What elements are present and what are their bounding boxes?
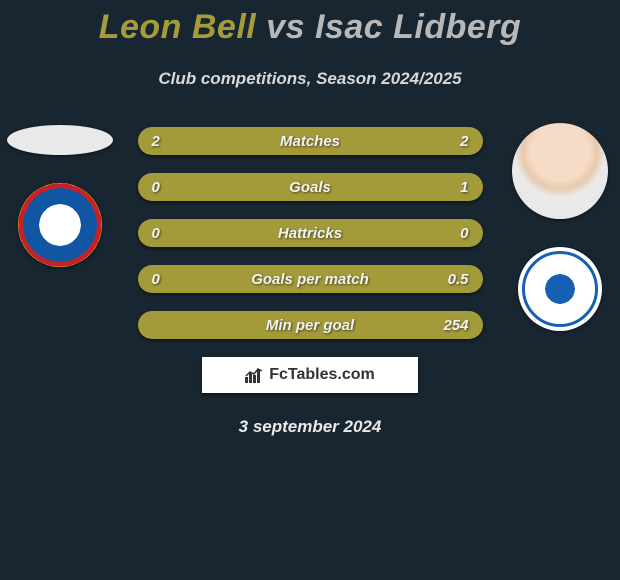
stat-right-value: 0: [460, 225, 468, 242]
stat-left-value: 0: [152, 179, 160, 196]
stat-metric: Goals: [138, 179, 483, 196]
player1-club-badge: [18, 183, 102, 267]
stat-left-value: 0: [152, 271, 160, 288]
stat-row: 0 Goals 1: [138, 173, 483, 201]
chart-icon: [245, 367, 263, 383]
site-label: FcTables.com: [269, 366, 375, 384]
stat-left-value: 2: [152, 133, 160, 150]
stat-metric: Goals per match: [138, 271, 483, 288]
comparison-title: Leon Bell vs Isac Lidberg: [0, 0, 620, 47]
stat-metric: Matches: [138, 133, 483, 150]
subtitle: Club competitions, Season 2024/2025: [0, 69, 620, 89]
player1-avatar: [7, 125, 113, 155]
vs-label: vs: [266, 8, 305, 46]
stat-metric: Min per goal: [138, 317, 483, 334]
stat-row: 2 Matches 2: [138, 127, 483, 155]
player2-club-badge: [518, 247, 602, 331]
stat-right-value: 2: [460, 133, 468, 150]
player1-name: Leon Bell: [99, 8, 257, 46]
stat-row: 0 Goals per match 0.5: [138, 265, 483, 293]
stat-metric: Hattricks: [138, 225, 483, 242]
player2-name: Isac Lidberg: [315, 8, 521, 46]
stat-right-value: 1: [460, 179, 468, 196]
stat-row: 0 Hattricks 0: [138, 219, 483, 247]
stats-bars: 2 Matches 2 0 Goals 1 0 Hattricks 0 0 Go…: [138, 127, 483, 339]
date-label: 3 september 2024: [0, 417, 620, 437]
stat-left-value: 0: [152, 225, 160, 242]
left-player-column: [0, 127, 120, 267]
stat-row: Min per goal 254: [138, 311, 483, 339]
site-attribution: FcTables.com: [202, 357, 418, 393]
stat-right-value: 0.5: [448, 271, 469, 288]
stat-right-value: 254: [443, 317, 468, 334]
player2-avatar: [512, 123, 608, 219]
content-area: 2 Matches 2 0 Goals 1 0 Hattricks 0 0 Go…: [0, 127, 620, 437]
right-player-column: [500, 127, 620, 331]
